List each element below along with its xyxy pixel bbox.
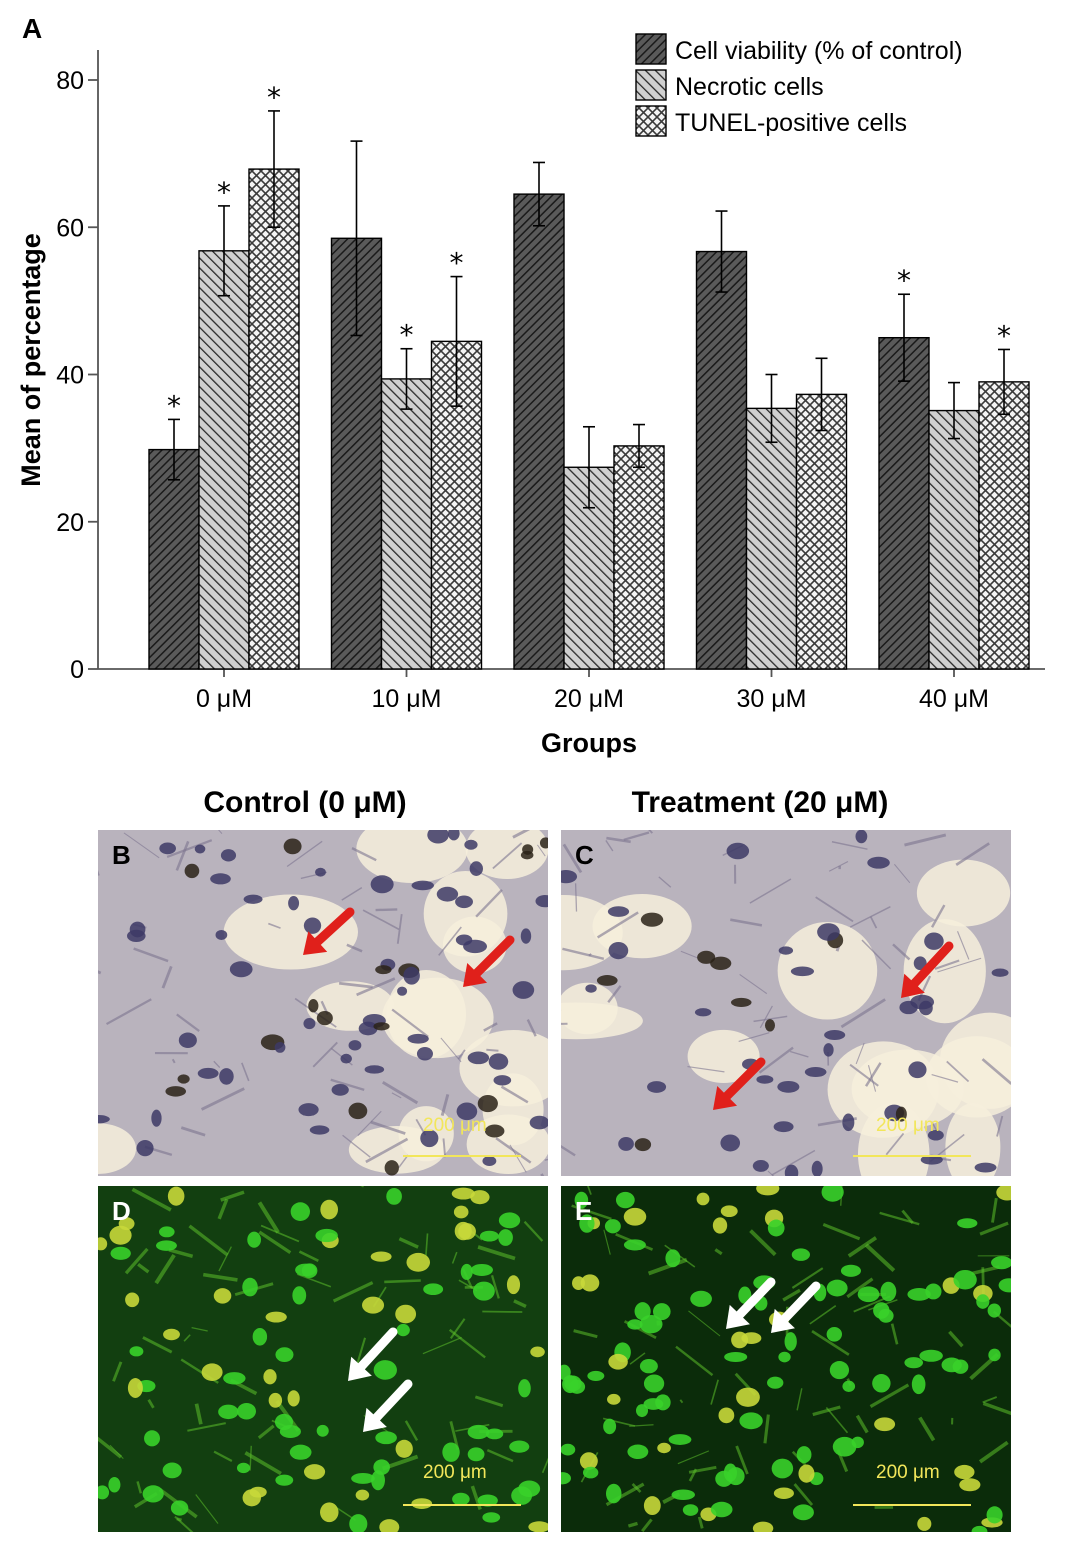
significance-marker: * — [450, 247, 464, 280]
annotation-arrow — [713, 1057, 766, 1110]
legend-entry: Cell viability (% of control) — [675, 37, 963, 65]
y-axis-label: Mean of percentage — [16, 233, 46, 487]
significance-marker: * — [267, 81, 281, 114]
bar — [380, 378, 433, 670]
annotation-arrow — [726, 1277, 776, 1329]
y-tick-label: 60 — [56, 214, 84, 242]
legend-entry: TUNEL-positive cells — [675, 109, 907, 137]
annotation-arrow — [303, 907, 355, 955]
micrograph-d: D 200 μm — [98, 1186, 548, 1532]
significance-marker: * — [897, 264, 911, 297]
bar — [695, 250, 748, 670]
micrograph-image — [561, 830, 1011, 1176]
control-column-title: Control (0 μM) — [203, 786, 407, 819]
scale-bar-label: 200 μm — [423, 1462, 487, 1483]
legend-entry: Necrotic cells — [675, 73, 824, 101]
scale-bar — [853, 1504, 971, 1506]
legend: Cell viability (% of control) Necrotic ce… — [635, 33, 963, 137]
scale-bar — [853, 1155, 971, 1157]
bar — [198, 250, 250, 670]
bar — [878, 336, 930, 670]
annotation-arrow — [363, 1379, 413, 1432]
bar — [978, 381, 1030, 670]
x-tick-label: 40 μM — [919, 685, 989, 713]
bar — [613, 445, 665, 670]
significance-marker: * — [997, 319, 1011, 352]
micrograph-image — [98, 1186, 548, 1532]
y-tick-label: 0 — [70, 656, 84, 684]
x-tick-label: 10 μM — [372, 685, 442, 713]
scale-bar — [403, 1155, 521, 1157]
x-axis-label: Groups — [541, 728, 637, 758]
significance-marker: * — [217, 176, 231, 209]
legend-swatch — [635, 105, 667, 137]
micrograph-e: E 200 μm — [561, 1186, 1011, 1532]
bar — [795, 393, 848, 670]
micrograph-image — [98, 830, 548, 1176]
annotation-arrow — [348, 1327, 398, 1381]
panel-letter: B — [112, 840, 131, 870]
bar — [928, 409, 980, 670]
bar — [745, 407, 798, 670]
panel-letter: D — [112, 1196, 131, 1226]
annotation-arrow — [463, 935, 515, 987]
micrograph-image — [561, 1186, 1011, 1532]
treatment-column-title: Treatment (20 μM) — [631, 786, 889, 819]
y-tick-label: 80 — [56, 67, 84, 95]
panel-letter: C — [575, 840, 594, 870]
scale-bar-label: 200 μm — [876, 1462, 940, 1483]
bar — [513, 193, 565, 670]
legend-swatch — [635, 69, 667, 101]
panel-letter: E — [575, 1196, 593, 1226]
annotation-arrow — [771, 1281, 821, 1333]
micrograph-b: B 200 μm — [98, 830, 548, 1176]
scale-bar-label: 200 μm — [423, 1115, 487, 1136]
bar — [148, 448, 200, 670]
x-tick-label: 30 μM — [737, 685, 807, 713]
figure-label: A — [22, 13, 42, 44]
y-tick-label: 20 — [56, 509, 84, 537]
y-tick-label: 40 — [56, 362, 84, 390]
legend-swatch — [635, 33, 667, 65]
significance-marker: * — [400, 319, 414, 352]
micrograph-c: C 200 μm — [561, 830, 1011, 1176]
bar — [248, 168, 300, 670]
annotation-arrow — [901, 941, 954, 998]
scale-bar — [403, 1504, 521, 1506]
bars-group: * * * * * * * — [148, 81, 1030, 670]
x-tick-label: 20 μM — [554, 685, 624, 713]
significance-marker: * — [167, 389, 181, 422]
scale-bar-label: 200 μm — [876, 1115, 940, 1136]
axes: 0 20 40 60 80 0 μM 10 μM 20 μM 30 μM 40 μM — [56, 50, 1045, 713]
x-tick-label: 0 μM — [196, 685, 252, 713]
